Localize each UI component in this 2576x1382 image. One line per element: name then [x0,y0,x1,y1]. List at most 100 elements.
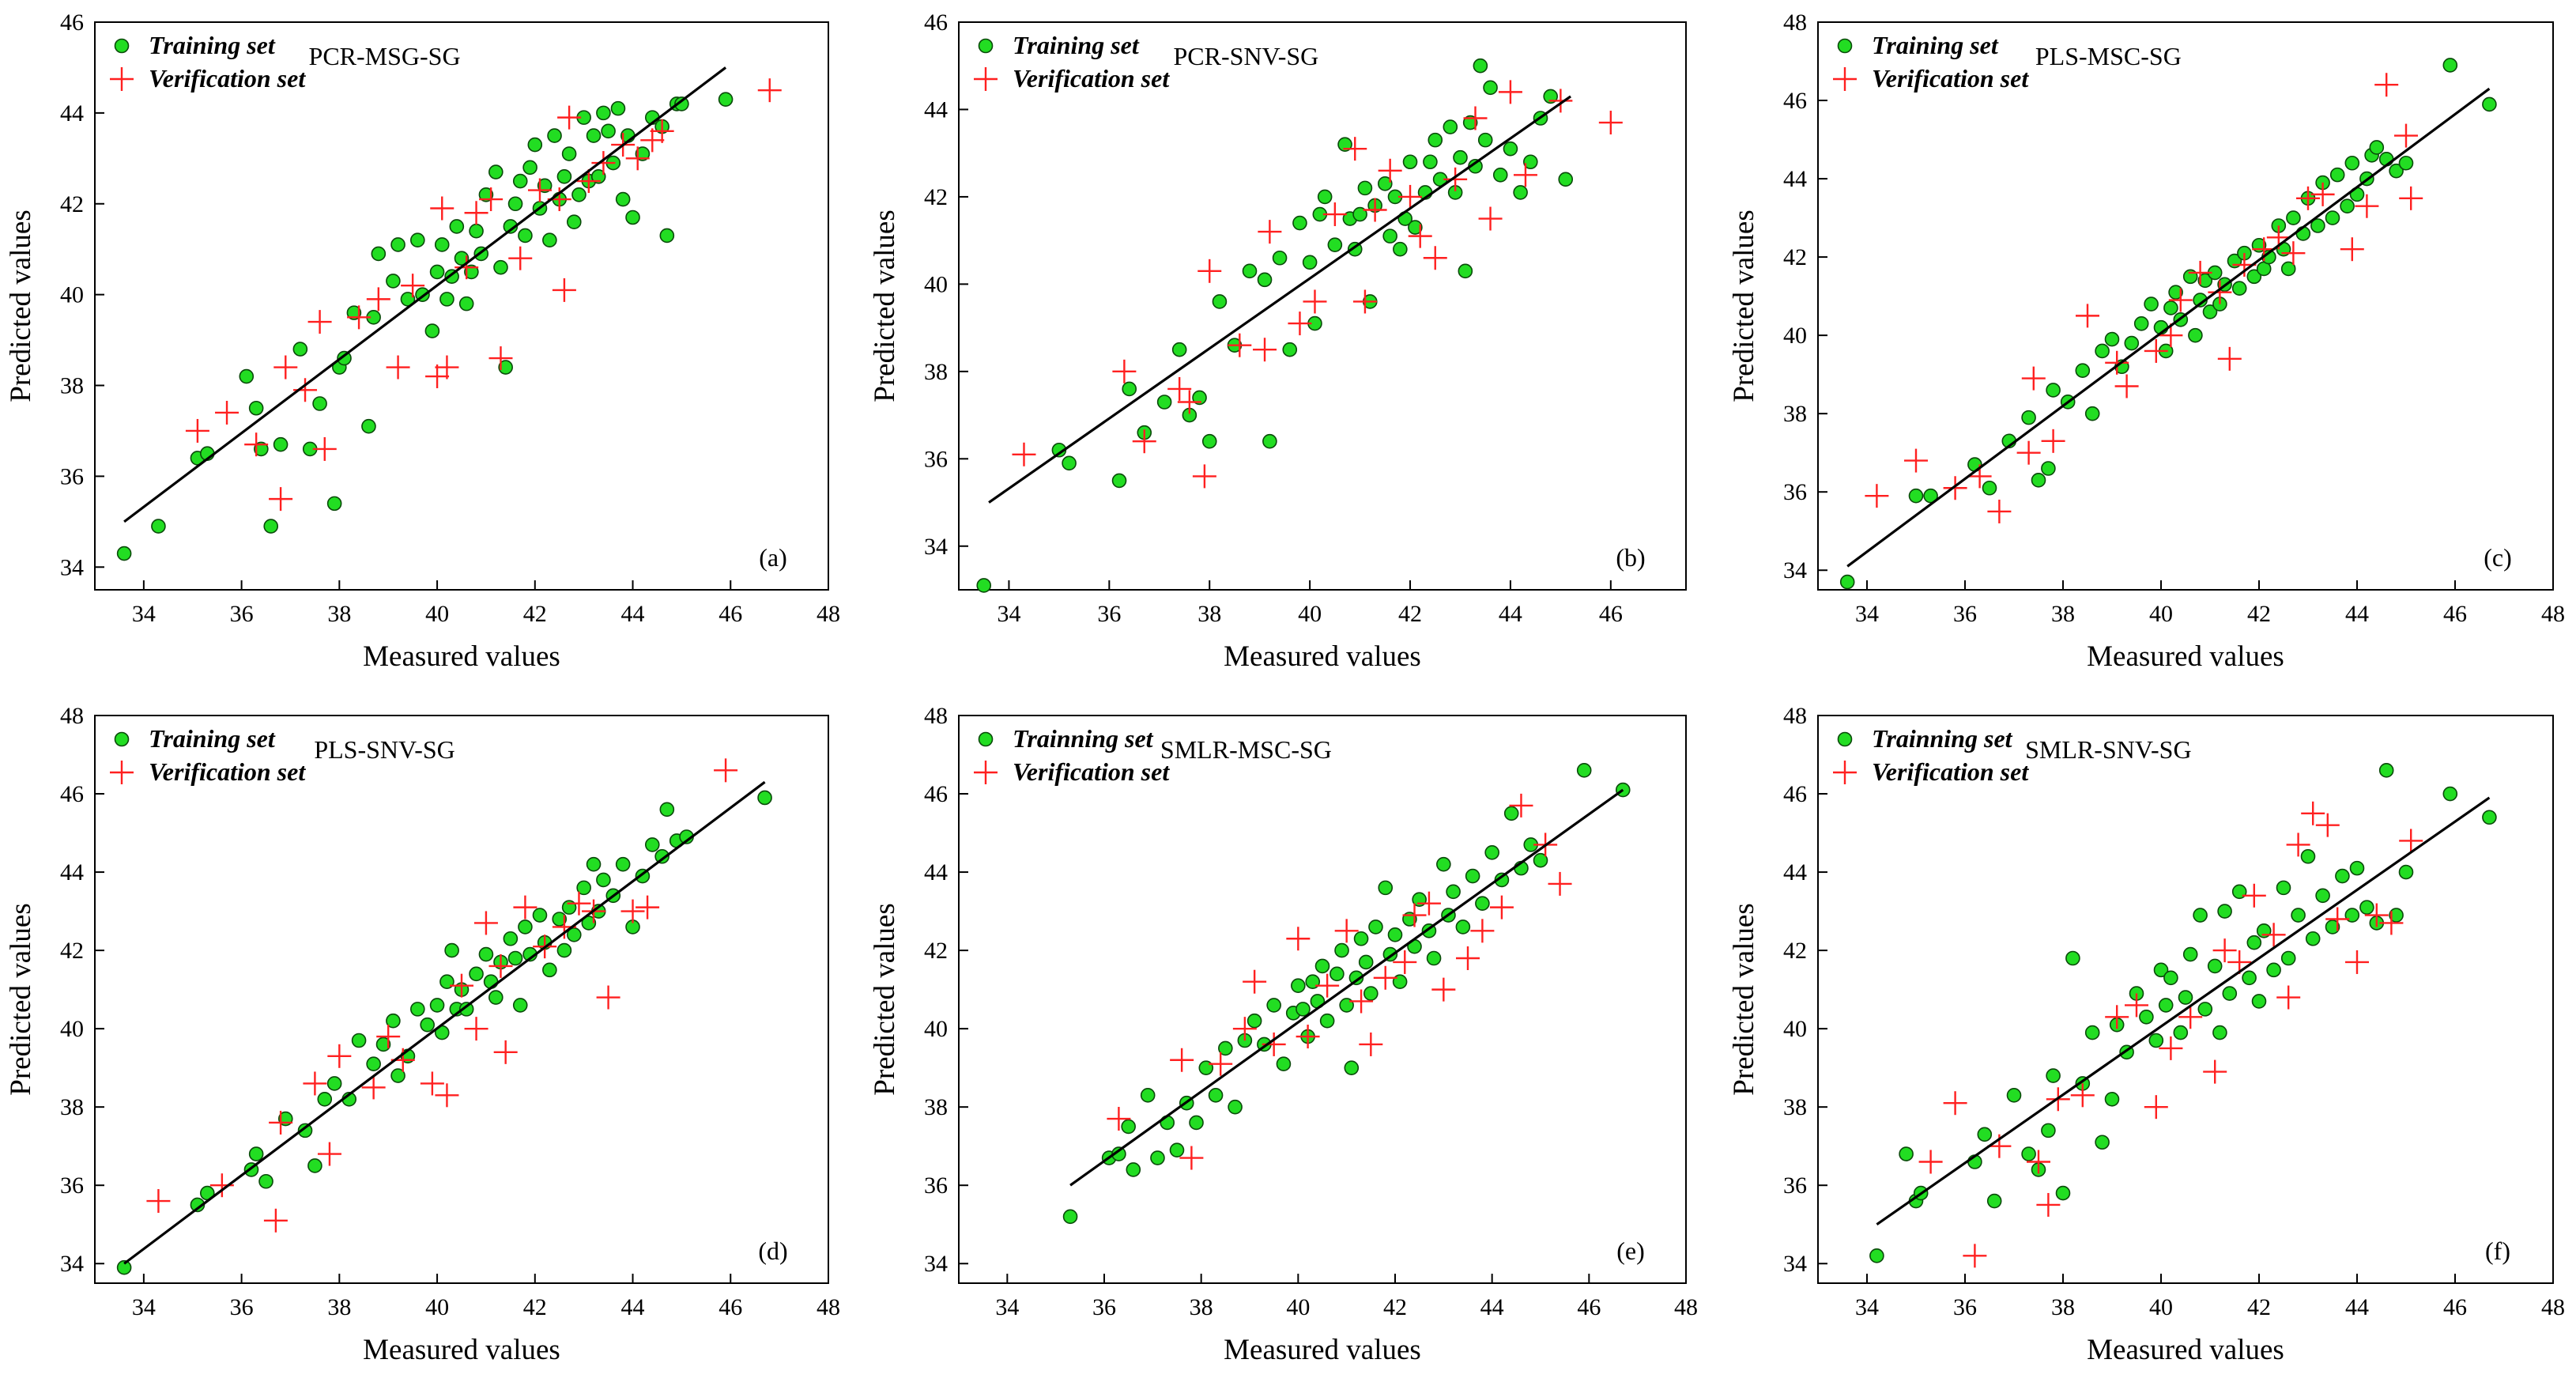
training-point [1062,455,1077,471]
training-point [2442,58,2458,73]
verification-point [640,128,665,153]
training-point [2482,810,2497,825]
training-point [454,251,470,266]
training-point [1458,263,1473,279]
y-axis-label: Predicted values [869,210,901,402]
training-point [317,1091,333,1107]
training-point [654,848,669,864]
plot-frame [958,21,1687,591]
training-point [2168,285,2183,300]
legend: Training set Verification set [1833,31,2029,93]
x-tick-label: 34 [1855,601,1879,627]
x-tick-label: 48 [2541,601,2565,627]
y-tick-label: 42 [1783,244,1807,270]
legend-training-label: Training set [149,31,276,59]
training-point [1122,381,1137,397]
training-point [1291,978,1306,993]
training-point [390,237,405,252]
verification-point [2208,280,2232,304]
x-tick-label: 42 [2247,1294,2271,1320]
training-point [2041,461,2056,476]
training-point [2242,970,2257,986]
training-point [420,1017,435,1033]
x-tick-label: 38 [327,601,351,627]
training-point [556,942,572,958]
training-point [1477,132,1493,148]
chart-panel-2: 34 36 38 40 42 44 46 34 36 38 40 42 44 46 Measured val… [869,9,1687,673]
x-tick-label: 40 [1298,601,1322,627]
training-point [556,168,572,184]
fit-line [123,66,727,523]
training-point [615,856,631,872]
verification-point [2159,1036,2183,1060]
legend-verification-marker [1833,761,1857,784]
training-point [1192,390,1207,406]
training-point [469,223,484,239]
training-point [2202,304,2218,319]
training-point [2124,335,2140,351]
training-point [1171,342,1187,357]
verification-point [1398,184,1423,209]
chart-panel-1: 34 36 38 40 42 44 46 48 34 36 38 40 42 44 46 Measured v… [5,9,840,673]
training-point [512,173,528,189]
training-point [424,323,440,338]
training-point [292,342,308,357]
training-point [2335,868,2350,884]
training-point [2340,198,2355,214]
training-point [1473,58,1488,74]
training-point [2251,994,2267,1009]
y-tick-label: 48 [60,703,84,729]
training-point [493,259,508,275]
verification-point [493,1040,518,1064]
y-tick-label: 44 [924,859,948,885]
y-axis-label: Predicted values [5,210,37,402]
verification-point [2016,440,2041,465]
training-point [1483,80,1498,96]
x-axis-label: Measured values [1224,1334,1421,1366]
verification-point [1258,220,1282,244]
verification-point [1963,1244,1987,1268]
training-point [1378,880,1394,896]
verification-point [527,178,552,202]
verification-point [2144,338,2168,363]
verification-point [1315,973,1340,998]
y-tick-label: 42 [60,938,84,964]
training-point [1408,220,1423,235]
verification-point [2076,304,2099,328]
training-point [2231,281,2247,296]
x-tick-label: 40 [1286,1294,1310,1320]
training-point [1402,154,1418,170]
training-point [1352,206,1367,222]
y-tick-label: 46 [1783,781,1807,807]
training-point [1453,149,1468,165]
y-tick-label: 34 [60,1251,84,1277]
training-point [273,436,289,452]
training-point [1282,342,1298,357]
legend-training-label: Training set [1013,31,1140,59]
verification-point [146,1189,171,1214]
training-point [1189,1115,1204,1131]
training-point [596,872,611,888]
verification-point [1232,1017,1257,1041]
training-point [2188,327,2203,343]
verification-point [576,169,601,194]
verification-point [1548,89,1573,113]
legend-training-label: Training set [1872,31,1999,59]
training-point [1393,241,1408,257]
training-point [116,1259,132,1275]
verification-point [435,355,459,379]
training-point [1443,119,1458,134]
training-point [1986,1193,2002,1209]
chart-panel-6: 34 36 38 40 42 44 46 48 34 36 38 40 42 44 46 48 Measured… [1728,703,2565,1366]
verification-point [2159,323,2183,348]
training-point [1329,966,1345,982]
legend-verification-marker [974,67,998,91]
verification-series [146,758,738,1233]
training-point [2178,990,2193,1005]
verification-point [1228,333,1252,357]
x-tick-label: 42 [523,601,547,627]
training-point [2163,300,2178,315]
verification-point [1548,871,1572,896]
training-point [2389,163,2404,179]
training-point [346,305,362,320]
